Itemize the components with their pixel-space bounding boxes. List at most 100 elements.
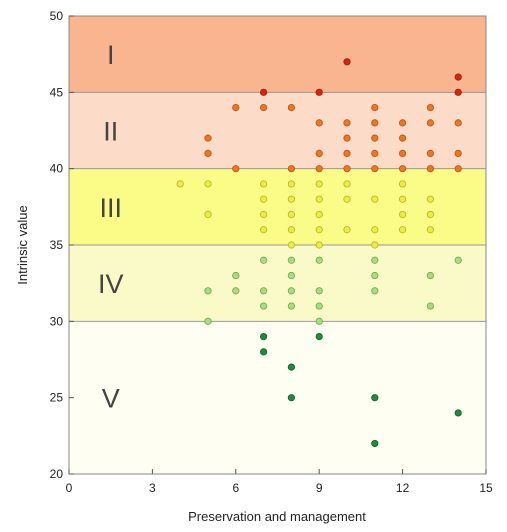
data-point: [259, 88, 268, 96]
x-axis-label: Preservation and management: [188, 509, 366, 524]
x-tick-label: 15: [479, 481, 493, 495]
data-point: [259, 302, 268, 310]
data-point: [371, 195, 379, 203]
zone-band-3: [69, 168, 486, 245]
data-point: [287, 195, 295, 203]
data-point: [287, 210, 295, 219]
data-point: [398, 226, 407, 234]
data-point: [204, 317, 212, 325]
data-point: [315, 241, 323, 249]
data-point: [426, 302, 434, 310]
data-point: [315, 256, 323, 264]
data-point: [426, 104, 434, 112]
zone-band-5: [69, 321, 486, 474]
data-point: [259, 180, 268, 188]
data-point: [204, 287, 212, 295]
y-axis-ticks: 20 25 30 35 40 45 50: [50, 9, 74, 481]
data-point: [398, 165, 407, 173]
data-point: [287, 256, 295, 264]
data-point: [315, 165, 323, 173]
data-point: [398, 119, 407, 127]
data-point: [454, 88, 462, 96]
data-point: [454, 73, 462, 81]
data-point: [343, 134, 351, 142]
data-point: [232, 287, 240, 295]
data-point: [398, 210, 407, 219]
x-axis-ticks: 0 3 6 9 12 15: [66, 469, 493, 495]
data-point: [232, 271, 240, 280]
x-tick-label: 0: [66, 481, 73, 495]
data-point: [343, 180, 351, 188]
zone-bands: [69, 16, 486, 474]
y-tick-label: 50: [50, 9, 64, 23]
x-tick-label: 6: [232, 481, 239, 495]
data-point: [287, 287, 295, 295]
x-tick-label: 3: [149, 481, 156, 495]
data-point: [287, 180, 295, 188]
data-point: [343, 165, 351, 173]
data-point: [398, 149, 407, 157]
data-point: [426, 226, 434, 234]
data-point: [232, 104, 240, 112]
y-axis-label: Intrinsic value: [15, 205, 30, 284]
data-point: [287, 302, 295, 310]
data-point: [287, 394, 295, 402]
data-point: [371, 394, 379, 402]
data-point: [371, 287, 379, 295]
data-point: [371, 271, 379, 280]
data-point: [315, 149, 323, 157]
zone-label-2: II: [103, 117, 118, 147]
data-point: [371, 134, 379, 142]
data-point: [259, 226, 268, 234]
y-tick-label: 35: [50, 238, 64, 252]
data-point: [371, 104, 379, 112]
y-tick-label: 20: [50, 467, 64, 481]
data-point: [315, 302, 323, 310]
data-point: [259, 348, 268, 356]
data-point: [287, 271, 295, 280]
data-point: [259, 287, 268, 295]
x-tick-label: 12: [396, 481, 410, 495]
data-point: [259, 256, 268, 264]
data-point: [287, 363, 295, 371]
y-tick-label: 30: [50, 314, 64, 328]
data-point: [287, 104, 295, 112]
data-point: [426, 210, 434, 219]
zone-band-1: [69, 16, 486, 93]
data-point: [343, 119, 351, 127]
zone-label-3: III: [99, 193, 122, 223]
y-tick-label: 40: [50, 162, 64, 176]
data-point: [315, 180, 323, 188]
data-point: [259, 332, 268, 341]
data-point: [426, 195, 434, 203]
zone-label-1: I: [107, 40, 115, 70]
data-point: [315, 210, 323, 219]
data-point: [315, 317, 323, 325]
data-point: [315, 88, 323, 96]
data-point: [287, 241, 295, 249]
data-point: [426, 149, 434, 157]
data-point: [343, 149, 351, 157]
data-point: [398, 134, 407, 142]
data-point: [398, 180, 407, 188]
y-tick-label: 25: [50, 391, 64, 405]
data-points: [176, 58, 462, 448]
data-point: [343, 195, 351, 203]
data-point: [287, 165, 295, 173]
data-point: [371, 119, 379, 127]
data-point: [426, 271, 434, 280]
data-point: [315, 332, 323, 341]
data-point: [343, 58, 351, 66]
data-point: [371, 256, 379, 264]
data-point: [259, 195, 268, 203]
zone-band-4: [69, 245, 486, 322]
data-point: [204, 134, 212, 142]
data-point: [204, 149, 212, 157]
data-point: [398, 195, 407, 203]
data-point: [454, 119, 462, 127]
zone-band-2: [69, 92, 486, 169]
zone-label-5: V: [102, 384, 120, 414]
data-point: [259, 210, 268, 219]
